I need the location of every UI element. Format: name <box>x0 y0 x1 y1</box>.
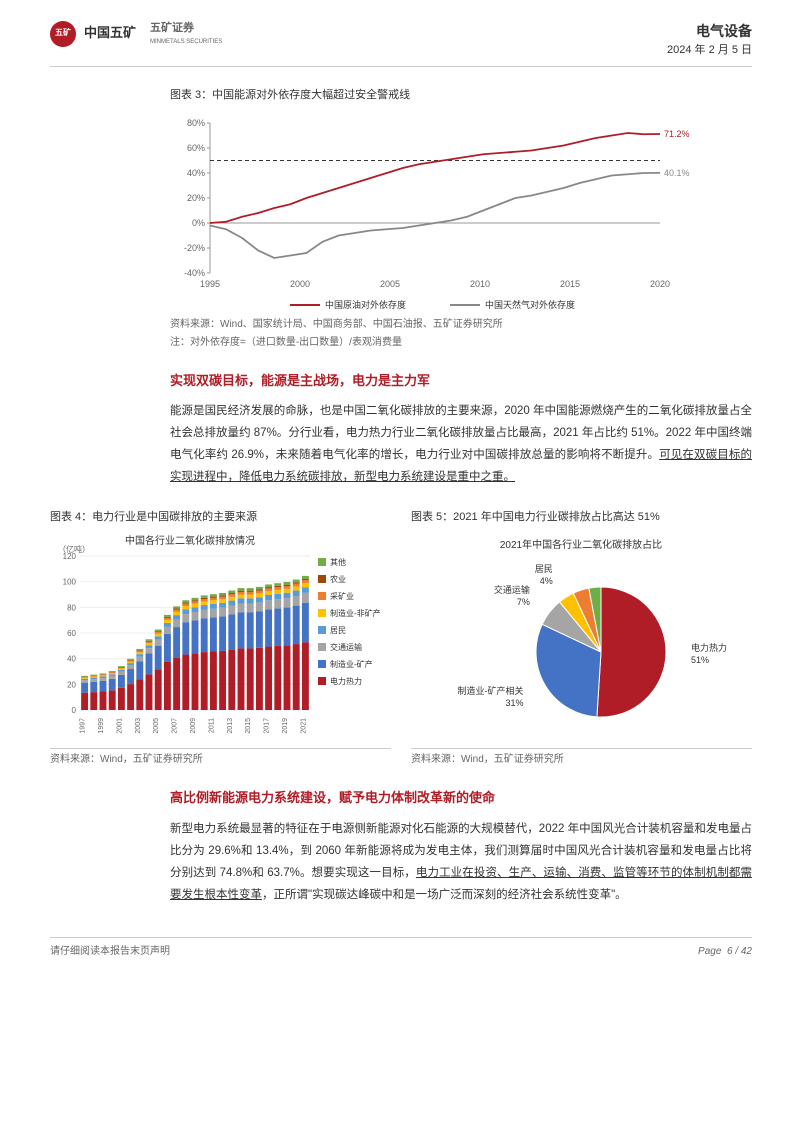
svg-text:中国各行业二氧化碳排放情况: 中国各行业二氧化碳排放情况 <box>125 534 255 547</box>
footer-page-label: Page <box>698 946 721 957</box>
chart3-block: 图表 3：中国能源对外依存度大幅超过安全警戒线 -40% -20% 0% 20% 40%… <box>170 87 752 351</box>
section2-para: 新型电力系统最显著的特征在于电源侧新能源对化石能源的大规模替代，2022 年中国… <box>170 819 752 906</box>
footer-left: 请仔细阅读本报告末页声明 <box>50 944 170 960</box>
svg-text:2015: 2015 <box>245 718 252 734</box>
svg-text:7%: 7% <box>517 597 530 607</box>
svg-text:40: 40 <box>67 655 76 664</box>
section1-title: 实现双碳目标，能源是主战场，电力是主力军 <box>170 371 752 392</box>
svg-text:100: 100 <box>63 578 77 587</box>
svg-text:2015: 2015 <box>560 279 580 289</box>
svg-text:制造业-非矿产: 制造业-非矿产 <box>330 608 381 618</box>
svg-text:2001: 2001 <box>116 718 123 734</box>
svg-text:60%: 60% <box>187 143 205 153</box>
svg-text:交通运输: 交通运输 <box>330 642 362 652</box>
chart5-title: 图表 5：2021 年中国电力行业碳排放占比高达 51% <box>411 509 752 527</box>
header-category: 电气设备 <box>667 20 752 42</box>
chart3-title: 图表 3：中国能源对外依存度大幅超过安全警戒线 <box>170 87 752 105</box>
svg-text:0: 0 <box>72 706 77 715</box>
chart5-svg: 2021年中国各行业二氧化碳排放占比电力热力 51% 制造业-矿产相关 31% 交通运输… <box>411 532 751 742</box>
svg-text:-20%: -20% <box>184 243 205 253</box>
svg-text:2005: 2005 <box>153 718 160 734</box>
svg-text:2009: 2009 <box>190 718 197 734</box>
svg-text:120: 120 <box>63 552 77 561</box>
svg-text:采矿业: 采矿业 <box>330 591 354 601</box>
chart4-title: 图表 4：电力行业是中国碳排放的主要来源 <box>50 509 391 527</box>
svg-text:2003: 2003 <box>135 718 142 734</box>
svg-text:2017: 2017 <box>264 718 271 734</box>
svg-text:2007: 2007 <box>172 718 179 734</box>
svg-text:居民: 居民 <box>535 564 553 574</box>
svg-text:交通运输: 交通运输 <box>494 584 530 595</box>
svg-text:1995: 1995 <box>200 279 220 289</box>
svg-text:60: 60 <box>67 629 76 638</box>
section1-para: 能源是国民经济发展的命脉，也是中国二氧化碳排放的主要来源，2020 年中国能源燃… <box>170 401 752 488</box>
footer-right: Page 6 / 42 <box>698 944 752 960</box>
svg-text:71.2%: 71.2% <box>664 129 690 139</box>
svg-text:40%: 40% <box>187 168 205 178</box>
svg-text:中国天然气对外依存度: 中国天然气对外依存度 <box>485 299 575 310</box>
svg-text:20%: 20% <box>187 193 205 203</box>
header-right: 电气设备 2024 年 2 月 5 日 <box>667 20 752 60</box>
svg-text:4%: 4% <box>540 576 553 586</box>
svg-text:中国原油对外依存度: 中国原油对外依存度 <box>325 299 406 310</box>
logo-en: MINMETALS SECURITIES <box>150 38 222 48</box>
svg-text:80: 80 <box>67 604 76 613</box>
svg-text:2020: 2020 <box>650 279 670 289</box>
logo-icon: 五矿 <box>50 21 76 47</box>
chart3-source: 资料来源：Wind、国家统计局、中国商务部、中国石油报、五矿证券研究所 <box>170 317 752 333</box>
footer-page-num: 6 / 42 <box>727 946 752 957</box>
svg-text:2011: 2011 <box>208 718 215 733</box>
chart4-svg: 中国各行业二氧化碳排放情况（亿吨）02040608010012019971999… <box>50 532 390 742</box>
header-left: 五矿 中国五矿 五矿证券 MINMETALS SECURITIES <box>50 20 222 47</box>
svg-text:其他: 其他 <box>330 557 346 567</box>
svg-text:电力热力: 电力热力 <box>691 642 727 653</box>
section2-title: 高比例新能源电力系统建设，赋予电力体制改革新的使命 <box>170 788 752 809</box>
page-footer: 请仔细阅读本报告末页声明 Page 6 / 42 <box>50 937 752 960</box>
chart5-col: 图表 5：2021 年中国电力行业碳排放占比高达 51% 2021年中国各行业二… <box>411 509 752 769</box>
chart4-col: 图表 4：电力行业是中国碳排放的主要来源 中国各行业二氧化碳排放情况（亿吨）02… <box>50 509 391 769</box>
svg-text:1997: 1997 <box>80 718 87 734</box>
svg-text:制造业-矿产相关: 制造业-矿产相关 <box>458 685 524 696</box>
two-col-charts: 图表 4：电力行业是中国碳排放的主要来源 中国各行业二氧化碳排放情况（亿吨）02… <box>50 509 752 769</box>
chart4-source: 资料来源：Wind，五矿证券研究所 <box>50 748 391 768</box>
svg-text:-40%: -40% <box>184 268 205 278</box>
logo-text: 中国五矿 <box>84 23 136 44</box>
header-date: 2024 年 2 月 5 日 <box>667 42 752 60</box>
svg-text:40.1%: 40.1% <box>664 167 690 177</box>
svg-text:2021年中国各行业二氧化碳排放占比: 2021年中国各行业二氧化碳排放占比 <box>500 538 662 551</box>
svg-text:51%: 51% <box>691 655 709 665</box>
svg-text:2013: 2013 <box>227 718 234 734</box>
svg-text:居民: 居民 <box>330 626 346 635</box>
svg-text:20: 20 <box>67 681 76 690</box>
svg-text:2019: 2019 <box>282 718 289 734</box>
svg-text:2005: 2005 <box>380 279 400 289</box>
page-header: 五矿 中国五矿 五矿证券 MINMETALS SECURITIES 电气设备 2… <box>50 20 752 67</box>
logo-securities: 五矿证券 <box>150 20 222 38</box>
svg-text:0%: 0% <box>192 218 205 228</box>
section2-text-b: ，正所谓"实现碳达峰碳中和是一场广泛而深刻的经济社会系统性变革"。 <box>262 889 627 901</box>
chart5-source: 资料来源：Wind，五矿证券研究所 <box>411 748 752 768</box>
logo-cn: 中国五矿 <box>84 23 136 44</box>
svg-text:农业: 农业 <box>330 574 346 584</box>
svg-text:2000: 2000 <box>290 279 310 289</box>
svg-text:1999: 1999 <box>98 718 105 734</box>
chart3-note: 注：对外依存度=（进口数量-出口数量）/表观消费量 <box>170 335 752 351</box>
svg-text:电力热力: 电力热力 <box>330 676 362 686</box>
svg-text:80%: 80% <box>187 118 205 128</box>
logo-sec-block: 五矿证券 MINMETALS SECURITIES <box>144 20 222 47</box>
chart3-svg: -40% -20% 0% 20% 40% 60% 80% 1995 2000 2005 2010 20… <box>170 113 710 313</box>
svg-text:2010: 2010 <box>470 279 490 289</box>
svg-text:31%: 31% <box>506 698 524 708</box>
svg-text:制造业-矿产: 制造业-矿产 <box>330 659 373 669</box>
svg-text:2021: 2021 <box>300 718 307 734</box>
